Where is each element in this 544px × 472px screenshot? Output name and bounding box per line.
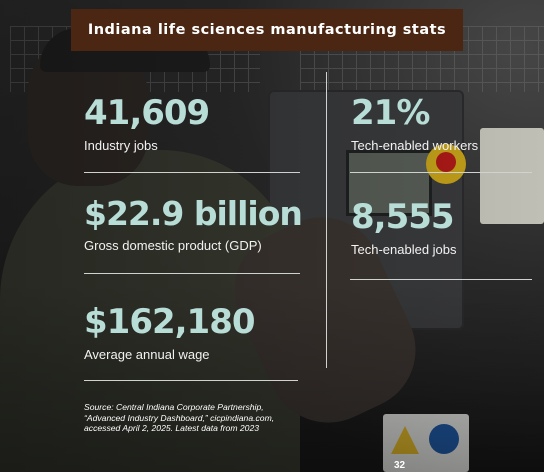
stat-label: Gross domestic product (GDP) [84,238,262,253]
stat-divider-5 [350,279,532,280]
stat-label: Tech-enabled workers [351,138,479,153]
source-note: Source: Central Indiana Corporate Partne… [84,402,275,434]
photo-safety-sign [383,414,469,472]
page-title: Indiana life sciences manufacturing stat… [87,22,447,38]
stat-divider-3 [84,380,298,381]
warning-triangle-icon [391,426,419,454]
stat-label: Industry jobs [84,138,158,153]
column-divider [326,72,327,368]
stat-tech-enabled-workers: 21% Tech-enabled workers [351,96,478,153]
photo-wiring-diagram [480,128,544,224]
stat-value: 8,555 [351,197,455,237]
stat-divider-1 [84,172,300,173]
stat-label: Tech-enabled jobs [351,242,457,257]
stat-tech-enabled-jobs: 8,555 Tech-enabled jobs [351,200,457,257]
stat-gdp: $22.9 billion Gross domestic product (GD… [84,194,303,253]
photo-emergency-stop [426,144,466,184]
stat-divider-4 [350,172,532,173]
stat-value: 41,609 [84,93,210,133]
stat-label: Average annual wage [84,347,210,362]
stat-industry-jobs: 41,609 Industry jobs [84,93,210,153]
stat-value: $162,180 [84,302,256,342]
stat-value: 21% [351,93,430,133]
photo-control-screen [346,150,432,216]
stat-divider-2 [84,273,300,274]
stat-average-wage: $162,180 Average annual wage [84,302,256,362]
title-banner: Indiana life sciences manufacturing stat… [71,9,463,51]
manual-book-icon [429,424,459,454]
stat-value: $22.9 billion [84,194,303,233]
page-number: 32 [394,460,406,471]
